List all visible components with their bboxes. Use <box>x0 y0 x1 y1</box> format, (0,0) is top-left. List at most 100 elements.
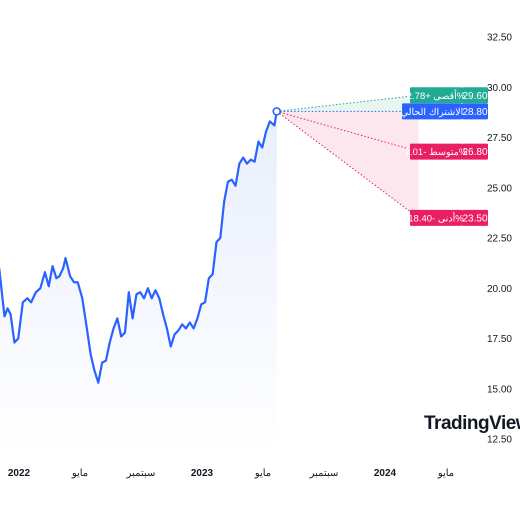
x-tick-label: مايو <box>437 468 454 479</box>
y-tick-label: 25.00 <box>487 183 512 194</box>
price-point <box>97 382 99 384</box>
price-point <box>170 345 172 348</box>
forecast-low-value: 23.50 <box>462 213 487 224</box>
price-point <box>55 277 57 279</box>
price-point <box>112 327 115 330</box>
price-point <box>273 124 276 127</box>
price-point <box>261 146 263 149</box>
price-point <box>173 333 176 336</box>
forecast-low-line <box>276 110 419 219</box>
price-point <box>3 315 6 317</box>
forecast-low-badge: أدنى -18.40% <box>408 211 464 224</box>
price-point <box>162 313 164 315</box>
price-point <box>109 341 111 344</box>
price-point <box>185 327 187 330</box>
y-tick-label: 22.50 <box>487 234 512 245</box>
price-point <box>6 307 9 309</box>
price-point <box>62 267 64 269</box>
price-point <box>101 362 103 364</box>
price-point <box>166 327 168 330</box>
price-point <box>154 289 157 291</box>
forecast-band <box>276 94 419 219</box>
price-point <box>86 327 88 330</box>
price-point <box>139 291 141 293</box>
x-tick-label: سبتمبر <box>309 468 339 479</box>
price-point <box>73 281 75 283</box>
y-tick-label: 17.50 <box>487 334 512 345</box>
price-point <box>17 337 19 340</box>
price-point <box>77 281 79 283</box>
price-points <box>3 107 282 384</box>
price-point <box>128 291 130 293</box>
forecast-average-value: 26.80 <box>462 147 487 158</box>
forecast-current-badge: الاشتراك الحالي <box>401 107 464 118</box>
price-point <box>35 291 37 293</box>
x-tick-label: مايو <box>71 468 88 479</box>
price-point <box>116 317 118 319</box>
x-tick-label: سبتمبر <box>126 468 156 479</box>
price-point <box>13 341 16 344</box>
price-point <box>231 179 233 181</box>
price-point <box>227 181 229 183</box>
forecast-average-line <box>276 110 419 153</box>
price-point <box>215 241 218 243</box>
forecast-current-value-box <box>462 103 488 120</box>
forecast-high-badge: أقصى +2.78% <box>407 89 466 102</box>
price-point <box>193 327 195 330</box>
price-point <box>250 159 252 161</box>
price-point <box>90 353 92 356</box>
y-tick-label: 15.00 <box>487 384 512 395</box>
price-point <box>135 293 138 295</box>
price-point <box>30 301 32 303</box>
y-tick-label: 30.00 <box>487 83 512 94</box>
price-point <box>69 275 71 277</box>
y-tick-label: 20.00 <box>487 284 512 295</box>
forecast-high-badge-box <box>410 87 462 104</box>
price-area-fill <box>0 111 277 453</box>
price-point <box>22 301 24 303</box>
price-point <box>212 273 214 275</box>
price-point <box>177 329 179 332</box>
price-point <box>219 237 221 239</box>
price-point <box>234 185 237 187</box>
forecast-average-badge-box <box>410 143 462 160</box>
y-tick-label: 27.50 <box>487 133 512 144</box>
price-point <box>81 297 83 299</box>
forecast-current-badge-box <box>402 103 462 120</box>
price-point <box>26 297 28 299</box>
price-point <box>269 120 271 123</box>
price-point <box>58 275 61 277</box>
price-point <box>196 317 199 319</box>
price-point <box>10 313 12 315</box>
forecast-average-badge: متوسط -7.01% <box>405 147 468 158</box>
forecast-current-value: 28.80 <box>462 107 487 118</box>
price-point <box>238 163 240 165</box>
price-point <box>200 303 202 305</box>
tradingview-logo: TradingView⬿ <box>424 413 520 435</box>
price-point <box>189 321 191 324</box>
price-point <box>181 323 183 326</box>
forecast-high-line <box>276 94 419 112</box>
price-point <box>51 265 54 267</box>
x-tick-label: مايو <box>254 468 271 479</box>
forecast-high-value: 29.60 <box>462 91 487 102</box>
price-point <box>132 317 134 319</box>
price-point <box>208 277 210 279</box>
price-point <box>93 370 96 372</box>
price-point <box>39 287 41 289</box>
price-point <box>158 297 160 299</box>
price-point <box>44 271 46 273</box>
price-point <box>265 130 267 133</box>
forecast-origin-marker <box>272 107 282 116</box>
price-point <box>246 163 248 165</box>
price-point <box>242 157 244 159</box>
forecast-low-badge-box <box>410 209 462 226</box>
y-tick-label: 12.50 <box>487 435 512 446</box>
forecast-high-value-box <box>462 87 488 104</box>
x-tick-label: 2024 <box>374 468 397 479</box>
price-point <box>64 257 67 259</box>
price-point <box>48 285 50 287</box>
price-point <box>105 360 107 362</box>
